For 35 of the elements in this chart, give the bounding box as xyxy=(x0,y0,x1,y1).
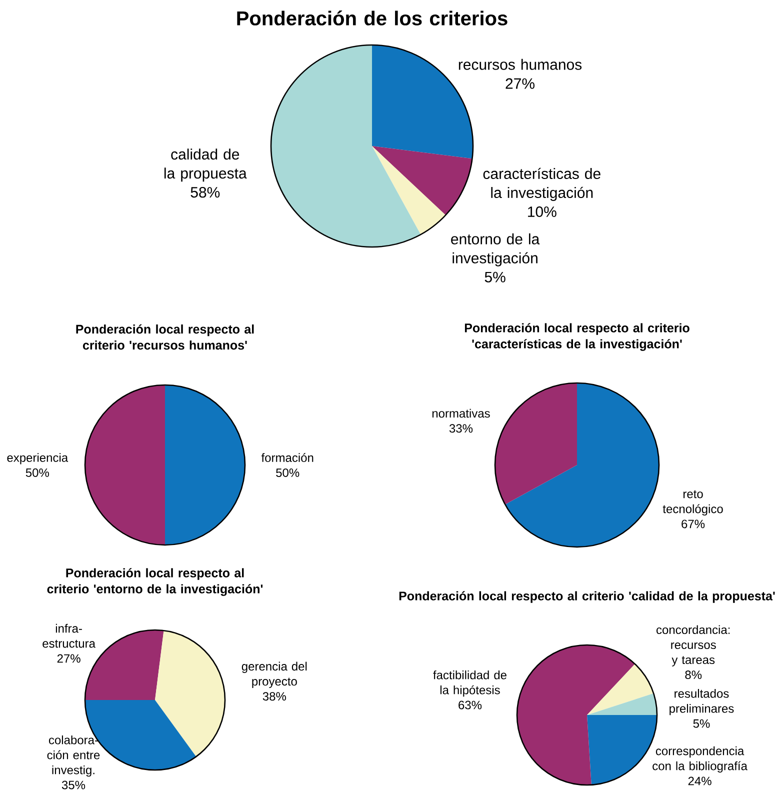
slice-label: características de la investigación xyxy=(483,168,600,201)
slice-label: resultados preliminares xyxy=(670,688,734,716)
data-label: 35% xyxy=(62,780,86,790)
slice-label: gerencia del proyecto xyxy=(242,662,307,688)
data-label: 8% xyxy=(685,670,702,680)
data-label: 27% xyxy=(57,654,80,663)
data-label: 50% xyxy=(26,468,49,477)
slice-label: entorno de la investigación xyxy=(451,233,540,266)
slice-label: correspondencia con la bibliografía xyxy=(652,746,748,773)
data-label: 10% xyxy=(528,206,556,218)
slice-label: factibilidad de la hipótesis xyxy=(433,670,506,697)
chart-title: Ponderación local respecto al criterio 'calidad de la propuesta' xyxy=(399,591,775,603)
chart-title: Ponderación de los criterios xyxy=(237,10,508,26)
data-label: 38% xyxy=(262,692,286,701)
slice-label: colabora-ción entre investig. xyxy=(47,735,100,777)
slice-label: experiencia xyxy=(7,453,68,464)
slice-label: formación xyxy=(261,453,314,462)
chart-title: Ponderación local respecto al criterio 'características de la investigación' xyxy=(464,323,690,351)
data-label: 33% xyxy=(449,424,473,433)
slice-label: concordancia: recursos y tareas xyxy=(656,625,730,666)
data-label: 58% xyxy=(190,187,220,198)
chart-title: Ponderación local respecto al criterio 'recursos humanos' xyxy=(76,324,254,350)
data-label: 67% xyxy=(682,520,705,528)
slice-label: normativas xyxy=(432,408,490,418)
data-label: 24% xyxy=(688,776,712,786)
data-label: 63% xyxy=(458,700,482,710)
data-label: 27% xyxy=(506,78,534,89)
slice-label: recursos humanos xyxy=(458,58,582,70)
data-label: 5% xyxy=(484,272,506,282)
data-label: 5% xyxy=(693,719,710,728)
slice-label: infra-estructura xyxy=(42,624,96,648)
chart-title: Ponderación local respecto al criterio 'entorno de la investigación' xyxy=(47,568,263,596)
data-label: 50% xyxy=(276,468,300,477)
slice-label: reto tecnológico xyxy=(662,490,723,516)
slice-label: calidad de la propuesta xyxy=(164,148,247,182)
